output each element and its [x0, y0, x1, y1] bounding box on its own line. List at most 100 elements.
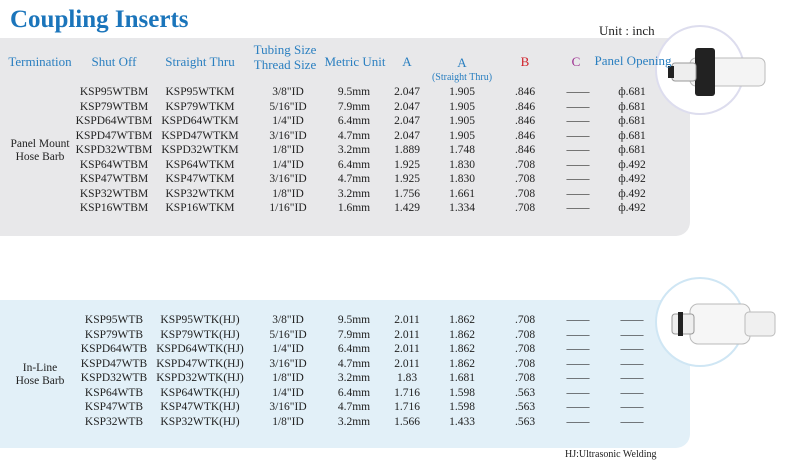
cell: ф.681: [618, 144, 646, 156]
cell: 1.716: [394, 386, 420, 399]
cell: ф.681: [618, 115, 646, 127]
cell: ——: [620, 357, 644, 370]
cell: ——: [566, 386, 590, 399]
cell: ——: [566, 357, 590, 370]
header: Shut Off: [91, 54, 137, 69]
cell: ——: [566, 173, 590, 185]
cell: 1.925: [394, 158, 420, 171]
cell: 9.5mm: [337, 314, 371, 326]
cell: KSP47WTKM: [165, 173, 235, 185]
cell: 1.862: [449, 343, 475, 355]
cell: .563: [514, 401, 536, 413]
cell: KSP32WTKM: [165, 187, 235, 200]
cell: 1.661: [449, 187, 475, 200]
cell: .708: [514, 357, 536, 370]
cell: KSP64WTK(HJ): [160, 386, 240, 399]
cell: ——: [566, 100, 590, 113]
cell: KSPD47WTK(HJ): [156, 357, 244, 370]
cell: KSPD64WTK(HJ): [156, 343, 244, 355]
header: Tubing Size: [253, 42, 317, 57]
cell: KSP16WTKM: [165, 202, 235, 214]
footnote: HJ:Ultrasonic Welding: [565, 449, 657, 460]
cell: 6.4mm: [337, 115, 371, 127]
cell: KSP79WTKM: [165, 100, 235, 113]
cell: KSPD47WTBM: [75, 129, 153, 142]
cell: 1.83: [396, 372, 418, 384]
cell: 5/16"ID: [269, 328, 307, 341]
cell: 1.905: [449, 115, 475, 127]
cell: ——: [620, 314, 644, 326]
panel-coupling-image: [655, 25, 766, 115]
group-label: Hose Barb: [15, 151, 65, 163]
cell: ——: [566, 372, 590, 384]
cell: 1.889: [394, 144, 420, 156]
cell: ——: [566, 187, 590, 200]
cell: 1.862: [449, 328, 475, 341]
header: (Straight Thru): [431, 72, 493, 83]
cell: 1/8"ID: [272, 372, 304, 384]
cell: 1/4"ID: [272, 386, 304, 399]
cell: .846: [514, 100, 536, 113]
header: A: [457, 55, 467, 70]
cell: 3/16"ID: [269, 173, 307, 185]
cell: 7.9mm: [337, 100, 371, 113]
cell: 2.047: [394, 100, 420, 113]
cell: KSP64WTBM: [79, 158, 149, 171]
cell: .846: [514, 115, 536, 127]
cell: KSP32WTK(HJ): [160, 415, 240, 428]
header: Straight Thru: [165, 54, 235, 69]
cell: 3/8"ID: [272, 314, 304, 326]
cell: KSPD47WTB: [80, 357, 148, 370]
cell: 1.748: [449, 144, 475, 156]
cell: 1/8"ID: [272, 187, 304, 200]
cell: .708: [514, 343, 536, 355]
cell: 1/8"ID: [272, 415, 304, 428]
cell: .708: [514, 158, 536, 171]
cell: KSP64WTKM: [165, 158, 235, 171]
cell: ф.681: [618, 100, 646, 113]
cell: 4.7mm: [337, 401, 371, 413]
cell: 1.598: [449, 401, 475, 413]
header: Panel Opening: [594, 53, 672, 68]
cell: 3/16"ID: [269, 129, 307, 142]
header: A: [402, 54, 412, 69]
cell: .708: [514, 202, 536, 214]
cell: ——: [566, 314, 590, 326]
cell: 1/4"ID: [272, 115, 304, 127]
cell: KSP32WTBM: [79, 187, 149, 200]
cell: KSP95WTBM: [79, 86, 149, 98]
cell: ——: [620, 401, 644, 413]
header: C: [571, 54, 581, 69]
cell: 1.433: [449, 415, 475, 428]
cell: .708: [514, 314, 536, 326]
cell: ——: [566, 202, 590, 214]
cell: 2.047: [394, 115, 420, 127]
cell: 2.011: [394, 343, 420, 355]
cell: KSP79WTK(HJ): [160, 328, 240, 341]
cell: .846: [514, 144, 536, 156]
cell: 1.905: [449, 86, 475, 98]
cell: .563: [514, 415, 536, 428]
cell: 1/8"ID: [272, 144, 304, 156]
cell: 3.2mm: [337, 415, 371, 428]
cell: .846: [514, 129, 536, 142]
cell: .708: [514, 372, 536, 384]
cell: ф.492: [618, 187, 646, 200]
cell: 1/16"ID: [269, 202, 307, 214]
panel-mount-bg: [0, 38, 690, 236]
cell: 2.011: [394, 314, 420, 326]
cell: ф.681: [618, 129, 646, 142]
cell: ——: [620, 415, 644, 428]
cell: 1.681: [449, 372, 475, 384]
cell: 1/4"ID: [272, 343, 304, 355]
cell: .708: [514, 328, 536, 341]
header: Termination: [8, 54, 72, 69]
cell: KSPD32WTK(HJ): [156, 372, 244, 384]
unit: Unit : inch: [599, 23, 655, 38]
cell: 3.2mm: [337, 372, 371, 384]
cell: 4.7mm: [337, 357, 371, 370]
cell: 1.830: [449, 173, 475, 185]
cell: KSP95WTKM: [165, 86, 235, 98]
cell: ф.492: [618, 202, 646, 214]
